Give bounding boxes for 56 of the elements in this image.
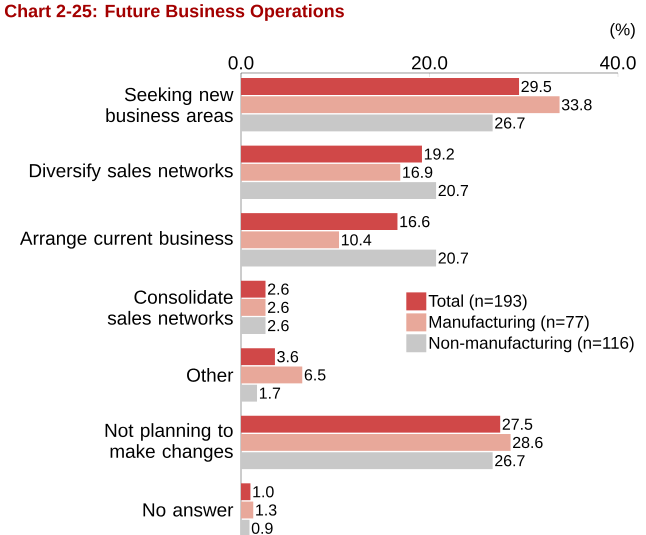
y-tick-label: Seeking new business areas (106, 87, 234, 122)
y-tick-label: Not planning to make changes (106, 423, 233, 462)
data-label: 16.6 (400, 216, 430, 228)
bar (241, 502, 254, 518)
x-axis-title: (%) (610, 23, 635, 39)
data-label: 6.5 (304, 369, 326, 381)
data-label: 2.6 (268, 283, 289, 295)
y-tick-label: No answer (144, 503, 234, 517)
bar (241, 348, 275, 366)
data-label: 26.7 (495, 455, 525, 466)
bar (241, 78, 520, 95)
bar (241, 114, 493, 132)
bar (241, 213, 398, 230)
bar (241, 250, 436, 267)
data-label: 2.6 (268, 302, 289, 314)
data-label: 20.7 (438, 252, 468, 264)
bar (241, 280, 266, 298)
data-label: 1.7 (260, 388, 280, 399)
data-label: 28.6 (513, 436, 543, 448)
bar (241, 416, 500, 433)
bar (241, 384, 258, 402)
data-label: 1.3 (256, 504, 276, 516)
legend-label: Manufacturing (n=77) (430, 315, 589, 332)
x-tick-label: 0.0 (228, 56, 254, 70)
bar (241, 231, 340, 248)
legend-label: Non-manufacturing (n=116) (430, 336, 634, 352)
bar (241, 146, 422, 162)
data-label: 0.9 (252, 522, 273, 534)
bar (241, 452, 493, 470)
bar (241, 96, 560, 114)
chart-title: Chart 2-25: Future Business Operations (4, 4, 344, 21)
x-tick-label: 20.0 (412, 56, 448, 70)
data-label: 2.6 (268, 320, 289, 332)
bar (241, 164, 400, 181)
y-tick-label: Other (187, 368, 234, 382)
data-label: 20.7 (438, 184, 468, 196)
y-tick-label: Consolidate sales networks (108, 290, 233, 325)
data-label: 3.6 (277, 351, 298, 362)
data-label: 33.8 (562, 99, 592, 110)
y-tick-label: Arrange current business (20, 231, 233, 249)
bar (241, 317, 266, 334)
bar (241, 434, 511, 451)
bar (241, 298, 266, 316)
data-label: 19.2 (424, 148, 454, 160)
data-label: 10.4 (342, 234, 372, 246)
y-tick-label: Diversify sales networks (30, 163, 233, 182)
legend-label: Total (n=193) (428, 294, 527, 310)
data-label: 29.5 (522, 80, 552, 92)
data-label: 1.0 (253, 486, 274, 498)
data-label: 16.9 (403, 166, 432, 178)
bar (241, 182, 436, 199)
data-label: 26.7 (495, 117, 525, 129)
x-tick-label: 40.0 (600, 56, 636, 70)
data-label: 27.5 (502, 418, 532, 430)
bar (241, 483, 250, 500)
bar (241, 366, 302, 384)
